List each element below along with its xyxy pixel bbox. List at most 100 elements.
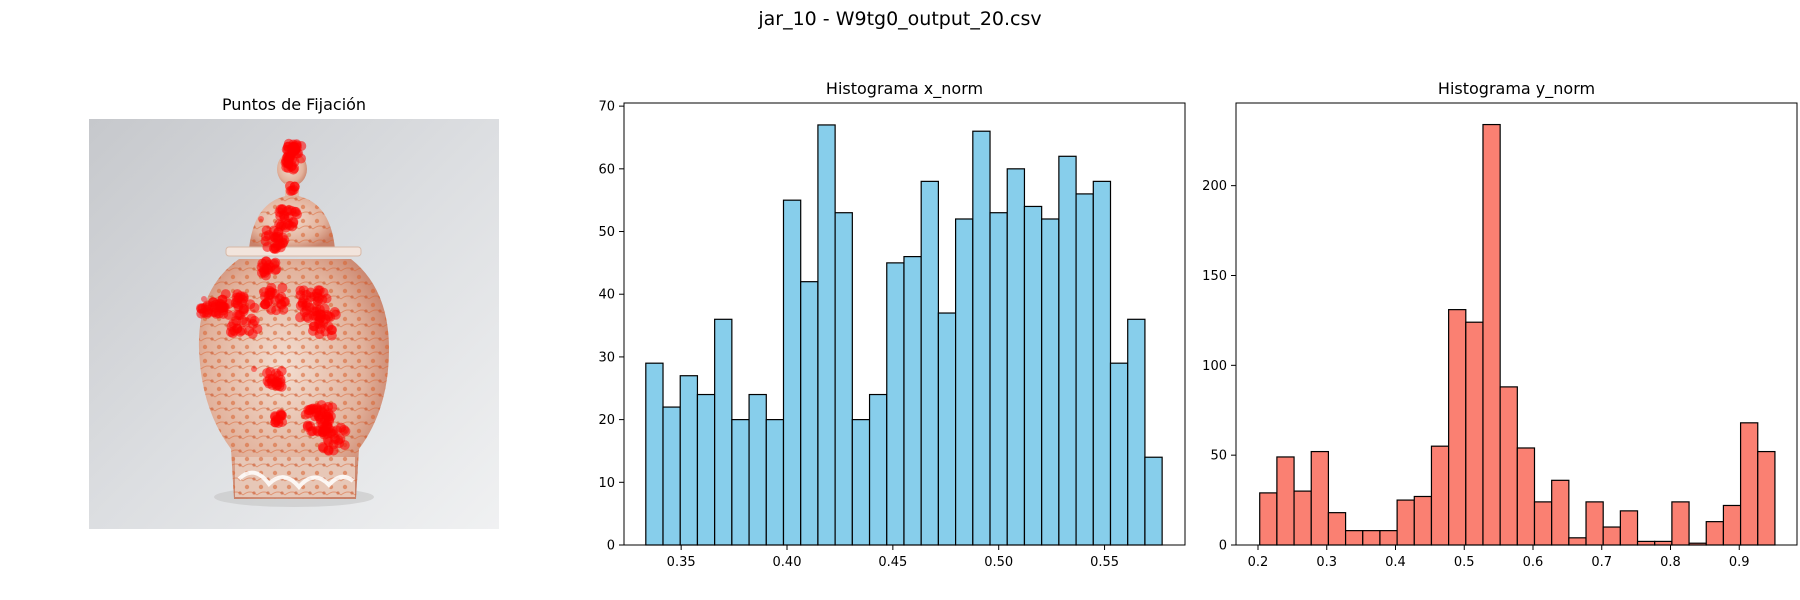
histogram-bar bbox=[1413, 495, 1433, 546]
histogram-bar bbox=[1551, 479, 1570, 546]
fixation-point bbox=[313, 411, 324, 422]
fixation-point bbox=[265, 366, 276, 377]
y-tick-label: 20 bbox=[598, 413, 615, 428]
histogram-bar bbox=[731, 419, 750, 546]
x-tick-label: 0.2 bbox=[1248, 555, 1269, 570]
histogram-bar bbox=[851, 419, 871, 546]
y-tick-label: 40 bbox=[598, 288, 615, 303]
fixation-point bbox=[314, 285, 325, 296]
chart-y-norm: Histograma y_norm 0.2 0.3 0.4 0.5 0.6 0.7 0.8 0.… bbox=[1202, 79, 1798, 570]
histogram-bar bbox=[800, 281, 819, 546]
histogram-bar bbox=[1058, 155, 1077, 546]
x-tick-label: 0.50 bbox=[984, 555, 1013, 570]
histogram-bar bbox=[937, 312, 957, 546]
histogram-bar bbox=[1636, 540, 1656, 546]
jar-photo bbox=[89, 119, 499, 529]
fixation-point bbox=[289, 181, 300, 192]
histogram-bar bbox=[1379, 530, 1398, 546]
chart-x-norm: Histograma x_norm 0.35 0.40 0.45 0.50 0.55 0 10… bbox=[598, 79, 1186, 570]
fixation-point bbox=[273, 227, 284, 238]
fixation-point bbox=[303, 408, 314, 419]
histogram-bar bbox=[765, 419, 785, 546]
y-tick-label: 70 bbox=[598, 100, 615, 115]
fixation-point bbox=[317, 294, 328, 305]
fixation-point bbox=[251, 366, 257, 372]
fixation-point bbox=[305, 291, 316, 302]
fixation-point bbox=[260, 299, 271, 310]
fixation-point bbox=[288, 216, 299, 227]
x-tick-label: 0.9 bbox=[1729, 555, 1750, 570]
fixation-point bbox=[318, 443, 329, 454]
fixation-point bbox=[258, 216, 264, 222]
jar-image bbox=[89, 119, 499, 529]
histogram-bar bbox=[748, 393, 767, 546]
histogram-bar bbox=[1499, 386, 1518, 546]
histogram-bar bbox=[1127, 318, 1146, 546]
fixation-point bbox=[327, 426, 338, 437]
histogram-bar bbox=[1430, 445, 1450, 546]
chart-title: Histograma y_norm bbox=[1438, 79, 1595, 99]
x-tick-label: 0.6 bbox=[1523, 555, 1544, 570]
histogram-bar bbox=[972, 130, 991, 546]
x-tick-label: 0.40 bbox=[773, 555, 802, 570]
histogram-bar bbox=[1144, 456, 1163, 546]
histogram-bar bbox=[1465, 321, 1484, 546]
fixation-point bbox=[262, 376, 273, 387]
histogram-bar bbox=[1482, 123, 1501, 546]
y-tick-label: 0 bbox=[1219, 539, 1227, 554]
histogram-bar bbox=[868, 393, 888, 546]
y-tick-label: 60 bbox=[598, 162, 615, 177]
histogram-bar bbox=[834, 212, 853, 546]
y-tick-label: 150 bbox=[1202, 269, 1227, 284]
histogram-bar bbox=[1259, 492, 1278, 546]
fixation-point bbox=[261, 231, 272, 242]
y-tick-label: 10 bbox=[598, 476, 615, 491]
chart-title: Histograma x_norm bbox=[826, 79, 983, 99]
histogram-bar bbox=[1568, 537, 1587, 546]
histogram-bar bbox=[714, 318, 733, 546]
y-tick-label: 30 bbox=[598, 350, 615, 365]
x-tick-label: 0.8 bbox=[1660, 555, 1681, 570]
histogram-bar bbox=[817, 124, 836, 546]
y-tick-label: 50 bbox=[1210, 449, 1227, 464]
histogram-bar bbox=[1671, 501, 1690, 546]
fixation-point bbox=[308, 321, 319, 332]
histogram-bar bbox=[1654, 540, 1673, 546]
fixation-point bbox=[230, 297, 241, 308]
histogram-bar bbox=[1344, 530, 1364, 546]
histogram-bar bbox=[1362, 530, 1381, 546]
histogram-bar bbox=[1619, 510, 1639, 546]
histogram-bar bbox=[679, 375, 699, 546]
histogram-bar bbox=[1516, 447, 1536, 546]
fixation-point bbox=[277, 282, 288, 293]
fixation-point bbox=[209, 302, 220, 313]
fixation-point bbox=[269, 243, 280, 254]
fixation-point bbox=[270, 257, 281, 268]
histogram-bar bbox=[1023, 205, 1043, 546]
fixation-point bbox=[238, 306, 249, 317]
fixation-point bbox=[276, 299, 287, 310]
figure-title: jar_10 - W9tg0_output_20.csv bbox=[758, 8, 1042, 30]
y-tick-label: 100 bbox=[1202, 359, 1227, 374]
histogram-bar bbox=[1006, 168, 1026, 546]
x-tick-label: 0.5 bbox=[1454, 555, 1475, 570]
x-tick-label: 0.45 bbox=[878, 555, 907, 570]
x-tick-label: 0.55 bbox=[1090, 555, 1119, 570]
histogram-bar bbox=[1757, 450, 1776, 546]
x-tick-label: 0.35 bbox=[667, 555, 696, 570]
fixation-point bbox=[249, 315, 260, 326]
fixation-point bbox=[328, 445, 339, 456]
histogram-bar bbox=[886, 262, 905, 546]
y-tick-label: 200 bbox=[1202, 179, 1227, 194]
histogram-bar bbox=[1602, 526, 1621, 546]
fixation-point bbox=[281, 144, 292, 155]
histogram-bar bbox=[955, 218, 974, 546]
histogram-bar bbox=[662, 406, 681, 546]
fixation-point bbox=[323, 311, 334, 322]
histogram-bar bbox=[1533, 501, 1553, 546]
histogram-bar bbox=[1722, 504, 1742, 546]
histogram-bar bbox=[1075, 193, 1094, 546]
fixation-point bbox=[334, 438, 345, 449]
image-panel-title: Puntos de Fijación bbox=[221, 95, 367, 114]
histogram-bar bbox=[1396, 499, 1415, 546]
